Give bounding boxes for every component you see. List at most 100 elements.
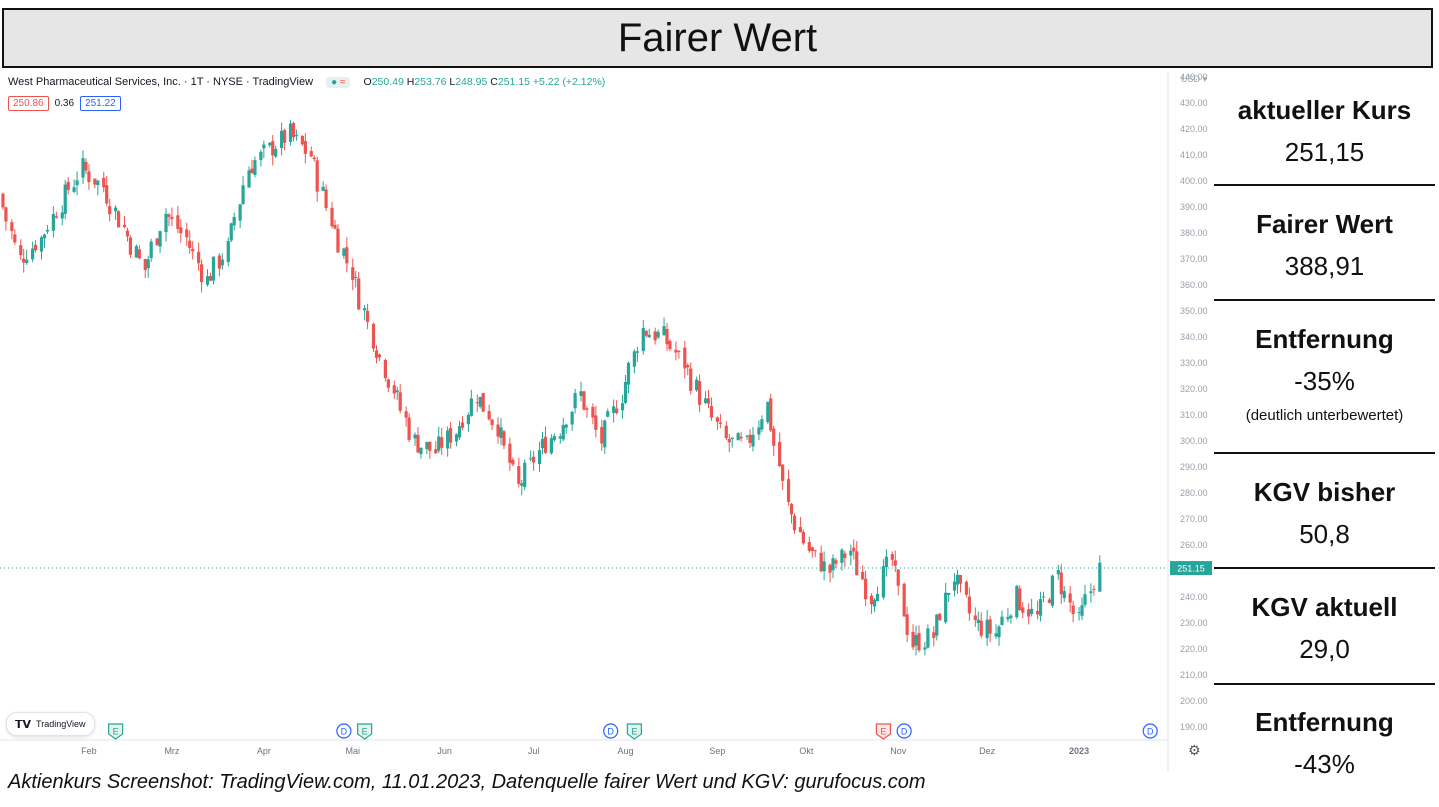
candlestick-chart-svg[interactable]: 440.00 430.00 420.00 410.00 400.00 390.00 380.…: [0, 72, 1212, 772]
candle-body: [220, 259, 224, 266]
candle-body: [1089, 591, 1093, 594]
y-tick-label: 290.00: [1180, 462, 1208, 472]
candle-body: [822, 561, 826, 572]
candle-body: [345, 247, 349, 264]
candle-body: [766, 401, 770, 423]
candle-body: [437, 436, 441, 451]
candle-body: [683, 347, 687, 369]
event-marker-label: E: [362, 727, 368, 737]
candle-body: [958, 575, 963, 584]
candle-body: [170, 216, 174, 219]
ask-price[interactable]: 251.22: [80, 96, 121, 111]
candle-body: [819, 552, 823, 572]
candle-body: [703, 398, 708, 403]
candle-body: [128, 237, 133, 255]
candle-body: [395, 390, 399, 393]
earnings-marker-icon: [108, 723, 124, 740]
candle-body: [60, 212, 64, 219]
candle-body: [481, 393, 485, 412]
y-tick-label: 200.00: [1180, 696, 1208, 706]
candle-body: [831, 558, 835, 571]
y-tick-label: 380.00: [1180, 228, 1208, 238]
candle-body: [718, 422, 722, 424]
candle-body: [39, 237, 44, 252]
candle-body: [861, 571, 865, 580]
candle-body: [25, 259, 29, 263]
candle-body: [668, 340, 672, 350]
candle-body: [911, 631, 915, 648]
candle-body: [896, 569, 900, 586]
current-price-tag-label: 251.15: [1177, 564, 1205, 574]
candle-body: [1, 193, 5, 208]
candle-body: [1009, 615, 1013, 619]
candle-body: [881, 566, 886, 598]
y-tick-label: 360.00: [1180, 280, 1208, 290]
y-tick-label: 350.00: [1180, 306, 1208, 316]
candle-body: [19, 245, 23, 256]
candle-body: [517, 466, 521, 484]
y-tick-label: 300.00: [1180, 436, 1208, 446]
candle-body: [250, 168, 254, 174]
candle-body: [1035, 611, 1040, 615]
candle-body: [662, 326, 666, 336]
candle-body: [748, 434, 752, 443]
candle-body: [529, 458, 533, 460]
candle-body: [612, 406, 616, 413]
candle-body: [686, 365, 690, 368]
y-tick-label: 270.00: [1180, 514, 1208, 524]
metric-pe-past: KGV bisher 50,8: [1214, 476, 1435, 550]
candle-body: [789, 504, 794, 515]
candle-body: [303, 140, 307, 154]
candle-body: [1038, 599, 1043, 616]
candle-body: [125, 230, 130, 237]
candle-body: [623, 381, 628, 403]
candle-body: [855, 551, 859, 576]
stock-chart[interactable]: 440.00 430.00 420.00 410.00 400.00 390.00 380.…: [0, 72, 1212, 772]
bid-price[interactable]: 250.86: [8, 96, 49, 111]
candle-body: [952, 581, 957, 591]
candle-body: [454, 434, 459, 442]
candle-body: [499, 427, 503, 439]
event-marker-label: D: [901, 727, 908, 737]
metric-label: KGV aktuell: [1251, 592, 1398, 622]
y-tick-label: 440.00: [1180, 72, 1208, 82]
status-indicators[interactable]: ● ≈: [326, 77, 351, 88]
candle-body: [419, 447, 423, 455]
candle-body: [357, 278, 361, 310]
candle-body: [416, 434, 420, 453]
metric-label: Fairer Wert: [1256, 209, 1393, 239]
y-tick-label: 240.00: [1180, 592, 1208, 602]
currency-selector[interactable]: USD ▾: [1181, 74, 1208, 84]
chart-settings-gear-icon[interactable]: ⚙: [1188, 743, 1201, 759]
candle-body: [843, 553, 847, 558]
candle-body: [905, 614, 909, 635]
candle-body: [1021, 607, 1025, 613]
candle-body: [398, 392, 402, 411]
candle-body: [893, 560, 897, 566]
candle-body: [490, 419, 494, 426]
source-caption: Aktienkurs Screenshot: TradingView.com, …: [8, 771, 926, 793]
tradingview-logo[interactable]: 𝗧𝗩 TradingView: [6, 712, 95, 736]
candle-body: [407, 417, 411, 440]
candle-body: [917, 633, 921, 651]
market-open-icon: ●: [331, 77, 338, 88]
divider: [1214, 567, 1435, 569]
candle-body: [75, 180, 79, 186]
candle-body: [561, 425, 565, 440]
candle-body: [890, 554, 894, 560]
candle-body: [211, 256, 216, 281]
candle-body: [689, 368, 693, 391]
chart-header: West Pharmaceutical Services, Inc. · 1T …: [8, 76, 605, 88]
metrics-panel: aktueller Kurs 251,15 Fairer Wert 388,91…: [1214, 72, 1435, 807]
candle-body: [84, 161, 88, 171]
close-value: 251.15: [497, 76, 530, 88]
candle-body: [241, 185, 245, 204]
metric-distance-pe: Entfernung -43%: [1214, 706, 1435, 780]
candle-body: [594, 415, 598, 430]
metric-value: -43%: [1294, 749, 1355, 779]
candle-body: [137, 249, 141, 259]
dividend-marker-icon: [896, 723, 912, 739]
symbol-title[interactable]: West Pharmaceutical Services, Inc. · 1T …: [8, 76, 314, 88]
y-tick-label: 390.00: [1180, 202, 1208, 212]
candle-body: [247, 170, 251, 188]
